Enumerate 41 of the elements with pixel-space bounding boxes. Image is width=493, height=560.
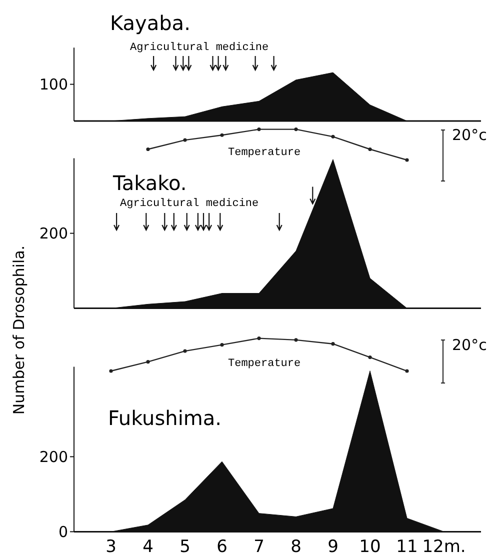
point	[331, 342, 335, 346]
point	[146, 360, 150, 364]
x-tick-label: 9	[328, 537, 338, 557]
annotation: Temperature	[228, 358, 301, 370]
x-tick-label: 3	[106, 537, 116, 557]
point	[257, 128, 261, 132]
x-tick-label: 7	[254, 537, 264, 557]
y-tick-label: 200	[39, 448, 68, 466]
x-tick-label: 6	[216, 537, 228, 557]
x-tick-label: 4	[142, 537, 154, 557]
point	[405, 369, 409, 373]
annotation: Agricultural medicine	[120, 198, 259, 210]
point	[294, 128, 298, 132]
x-tick-label: 12m.	[422, 537, 466, 557]
y-tick-label: 200	[39, 224, 68, 243]
point	[183, 138, 187, 142]
point	[220, 133, 224, 137]
text: 20°c	[452, 126, 487, 144]
text: Takako.	[112, 171, 187, 195]
chart-title: Kayaba.	[110, 11, 190, 35]
x-tick-label: 10	[359, 537, 381, 557]
annotation: Agricultural medicine	[130, 42, 269, 54]
point	[183, 349, 187, 353]
y-tick-label: 0	[58, 522, 68, 541]
y-tick-label: 100	[39, 76, 68, 94]
point	[146, 147, 150, 152]
x-tick-label: 5	[180, 537, 190, 557]
point	[109, 369, 113, 373]
point	[294, 338, 298, 342]
annotation: Temperature	[228, 147, 301, 159]
text: Fukushima.	[108, 406, 222, 430]
text: 20°c	[452, 336, 487, 354]
point	[368, 355, 372, 360]
point	[368, 147, 372, 152]
point	[220, 343, 224, 347]
point	[331, 134, 335, 138]
x-tick-label: 8	[290, 537, 302, 557]
point	[257, 336, 261, 340]
y-axis-title: Number of Drosophila.	[10, 245, 28, 415]
point	[405, 158, 409, 162]
x-tick-label: 11	[396, 537, 418, 557]
